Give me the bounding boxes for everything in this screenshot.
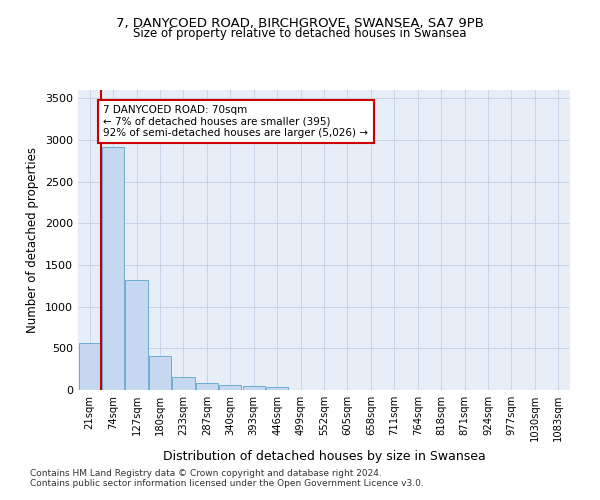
Text: Contains HM Land Registry data © Crown copyright and database right 2024.: Contains HM Land Registry data © Crown c…: [30, 468, 382, 477]
Bar: [125, 280, 148, 390]
Bar: [242, 386, 265, 390]
Text: Size of property relative to detached houses in Swansea: Size of property relative to detached ho…: [133, 28, 467, 40]
Bar: [172, 377, 194, 390]
Bar: [149, 356, 171, 390]
Bar: [102, 146, 124, 390]
X-axis label: Distribution of detached houses by size in Swansea: Distribution of detached houses by size …: [163, 450, 485, 462]
Text: 7 DANYCOED ROAD: 70sqm
← 7% of detached houses are smaller (395)
92% of semi-det: 7 DANYCOED ROAD: 70sqm ← 7% of detached …: [103, 105, 368, 138]
Bar: [196, 384, 218, 390]
Bar: [266, 386, 288, 390]
Bar: [219, 386, 241, 390]
Y-axis label: Number of detached properties: Number of detached properties: [26, 147, 40, 333]
Text: Contains public sector information licensed under the Open Government Licence v3: Contains public sector information licen…: [30, 478, 424, 488]
Bar: [79, 342, 101, 390]
Text: 7, DANYCOED ROAD, BIRCHGROVE, SWANSEA, SA7 9PB: 7, DANYCOED ROAD, BIRCHGROVE, SWANSEA, S…: [116, 18, 484, 30]
